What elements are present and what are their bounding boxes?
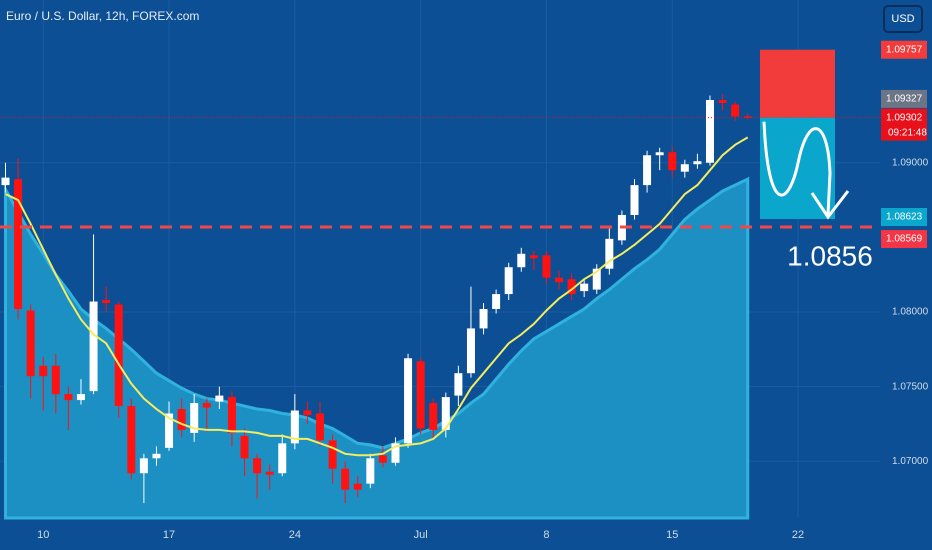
candle-body	[253, 458, 262, 474]
candle-body	[64, 394, 73, 401]
x-tick-label: 8	[543, 529, 549, 541]
price-label-box	[881, 108, 927, 141]
candle-body	[316, 413, 324, 441]
candle-body	[202, 403, 211, 408]
candle-body	[114, 304, 123, 407]
candle-body	[693, 161, 702, 165]
candle-body	[592, 268, 601, 290]
price-label: 1.08569	[886, 234, 923, 245]
price-label-box	[881, 207, 927, 226]
candle-body	[303, 410, 312, 415]
candle-body	[731, 104, 740, 117]
candle-body	[643, 155, 652, 186]
candle-body	[76, 394, 85, 401]
candle-body	[265, 471, 274, 475]
candle-body	[102, 300, 111, 304]
arrow-curve	[762, 121, 832, 216]
candle-body	[517, 253, 526, 268]
candle-body	[165, 413, 174, 448]
candle-body	[127, 406, 136, 474]
candle-body	[580, 283, 589, 292]
candle-body	[39, 365, 48, 377]
candle-body	[290, 410, 299, 444]
x-tick-label: 24	[289, 529, 301, 541]
candle-body	[215, 395, 224, 402]
candle-body	[542, 255, 551, 278]
currency-label: USD	[891, 13, 914, 25]
candle-body	[240, 435, 249, 459]
candle-body	[391, 443, 400, 463]
candle-body	[555, 277, 564, 283]
x-tick-label: Jul	[414, 529, 428, 541]
candle-body	[705, 100, 714, 163]
x-tick-label: 15	[666, 529, 678, 541]
candle-body	[341, 468, 350, 490]
candle-body	[404, 358, 413, 444]
candle-body	[441, 397, 450, 430]
candle-body	[353, 483, 362, 490]
candle-body	[492, 294, 501, 310]
candle-body	[454, 373, 463, 396]
chart-title: Euro / U.S. Dollar, 12h, FOREX.com	[6, 9, 199, 23]
candle-body	[680, 164, 689, 172]
candle-body	[1, 177, 10, 186]
candle-body	[328, 440, 337, 469]
candle-body	[567, 279, 576, 295]
candle-body	[668, 152, 677, 171]
y-tick-label: 1.08000	[892, 307, 929, 318]
candle-body	[479, 309, 488, 329]
x-tick-label: 17	[163, 529, 175, 541]
price-label: 1.09302	[886, 112, 923, 123]
candle-body	[227, 397, 236, 433]
candle-body	[429, 403, 438, 430]
candle-body	[152, 453, 161, 459]
candle-body	[190, 403, 199, 433]
candle-body	[504, 267, 513, 295]
price-label: 1.08623	[886, 212, 923, 223]
x-tick-label: 10	[37, 529, 49, 541]
candle-body	[139, 458, 148, 474]
stop-zone	[760, 49, 835, 118]
x-tick-label: 22	[792, 529, 804, 541]
candle-body	[26, 310, 35, 377]
candle-body	[529, 255, 538, 259]
price-label-box	[881, 230, 927, 249]
y-tick-label: 1.09000	[892, 157, 929, 168]
price-label-box	[881, 40, 927, 59]
currency-button[interactable]	[883, 5, 923, 33]
candle-body	[177, 409, 186, 430]
annotation: 1.0856	[787, 240, 873, 271]
price-label-box	[881, 89, 927, 108]
candle-body	[605, 238, 614, 269]
candle-body	[366, 458, 375, 484]
price-label: 1.09327	[886, 94, 923, 105]
candle-body	[655, 152, 664, 156]
candle-body	[466, 328, 475, 374]
candle-body	[14, 179, 23, 310]
price-label: 1.09757	[886, 44, 923, 55]
arrow-head	[810, 190, 850, 220]
candle-body	[718, 100, 727, 104]
candle-body	[630, 185, 639, 215]
ma-line	[5, 136, 749, 457]
candle-body	[416, 361, 425, 429]
y-tick-label: 1.07000	[892, 456, 929, 467]
y-tick-label: 1.07500	[892, 381, 929, 392]
countdown-label: 09:21:48	[888, 127, 927, 138]
candle-body	[89, 301, 98, 392]
candle-body	[51, 365, 60, 395]
candle-body	[378, 455, 387, 463]
candle-body	[278, 443, 287, 474]
